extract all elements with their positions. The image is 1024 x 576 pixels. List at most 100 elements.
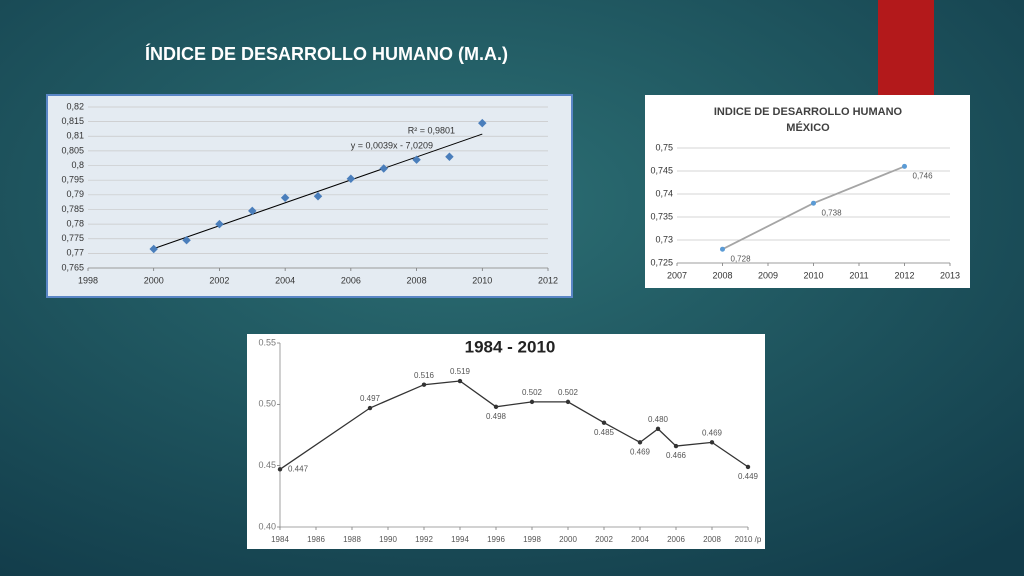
- data-label: 0.469: [702, 428, 723, 437]
- data-label: 0.516: [414, 371, 435, 380]
- point: [421, 382, 427, 387]
- point: [379, 164, 388, 173]
- x-tick-label: 2008: [703, 535, 721, 544]
- y-tick-label: 0,77: [66, 248, 84, 258]
- x-tick-label: 2006: [341, 275, 361, 285]
- point: [346, 174, 356, 183]
- y-tick-label: 0.40: [258, 521, 276, 531]
- y-tick-label: 0,775: [61, 233, 84, 243]
- data-label: 0.449: [738, 472, 759, 481]
- y-tick-label: 0,765: [61, 262, 84, 272]
- point: [215, 219, 224, 229]
- x-tick-label: 1998: [78, 275, 98, 285]
- y-tick-label: 0,745: [650, 165, 673, 175]
- y-tick-label: 0.55: [258, 337, 276, 347]
- chart-panel: [46, 94, 573, 298]
- data-label: 0.469: [630, 447, 651, 456]
- trendline: [153, 133, 483, 250]
- x-tick-label: 1998: [523, 535, 541, 544]
- y-tick-label: 0,78: [66, 218, 84, 228]
- point: [709, 440, 715, 445]
- y-tick-label: 0,79: [66, 189, 84, 199]
- x-tick-label: 2010: [472, 275, 492, 285]
- data-label: 0.447: [288, 464, 309, 473]
- data-label: 0.498: [486, 412, 507, 421]
- x-tick-label: 2012: [894, 270, 914, 280]
- point: [412, 155, 421, 164]
- x-tick-label: 2011: [849, 270, 868, 280]
- y-tick-label: 0,735: [650, 211, 673, 221]
- x-tick-label: 2010 /p: [735, 535, 762, 544]
- point: [277, 467, 283, 472]
- data-label: 0.519: [450, 367, 471, 376]
- x-tick-label: 1984: [271, 535, 289, 544]
- point: [601, 420, 607, 425]
- x-tick-label: 1994: [451, 535, 469, 544]
- y-tick-label: 0.50: [258, 399, 276, 409]
- y-tick-label: 0,815: [61, 116, 84, 126]
- x-tick-label: 2006: [667, 535, 685, 544]
- data-label: 0,728: [731, 254, 752, 263]
- point: [313, 192, 323, 201]
- point: [280, 193, 290, 202]
- data-label: 0.497: [360, 394, 381, 403]
- x-tick-label: 1986: [307, 535, 325, 544]
- y-tick-label: 0,8: [71, 160, 84, 170]
- data-label: 0,746: [913, 172, 934, 181]
- point: [902, 163, 907, 169]
- x-tick-label: 2012: [538, 275, 558, 285]
- data-label: 0.502: [558, 388, 579, 397]
- point: [720, 246, 725, 252]
- y-tick-label: 0,74: [655, 188, 673, 198]
- x-tick-label: 2010: [803, 270, 823, 280]
- point: [565, 399, 571, 405]
- point: [745, 464, 751, 470]
- x-tick-label: 2004: [275, 275, 295, 285]
- point: [367, 405, 373, 411]
- chart-title: ÍNDICE DE DESARROLLO HUMANO (M.A.): [145, 43, 508, 64]
- data-label: 0.485: [594, 428, 615, 437]
- y-tick-label: 0,795: [61, 175, 84, 185]
- chart-title: INDICE DE DESARROLLO HUMANO: [714, 106, 903, 118]
- data-label: 0.480: [648, 415, 669, 424]
- point: [673, 443, 679, 449]
- x-tick-label: 2000: [144, 275, 164, 285]
- point: [149, 244, 158, 254]
- x-tick-label: 2007: [667, 270, 687, 280]
- y-tick-label: 0,75: [655, 142, 673, 152]
- y-tick-label: 0,73: [655, 234, 673, 244]
- x-tick-label: 2009: [758, 270, 778, 280]
- chart-panel: [247, 334, 765, 549]
- chart-title: MÉXICO: [786, 121, 830, 134]
- x-tick-label: 1996: [487, 535, 505, 544]
- x-tick-label: 2008: [407, 275, 427, 285]
- accent-bar: [878, 0, 934, 95]
- y-tick-label: 0,725: [650, 257, 673, 267]
- y-tick-label: 0,82: [66, 101, 84, 111]
- x-tick-label: 1990: [379, 535, 397, 544]
- point: [493, 404, 499, 409]
- y-tick-label: 0.45: [258, 460, 276, 470]
- annotation: R² = 0,9801: [408, 125, 455, 135]
- point: [248, 206, 257, 216]
- chart-panel: [645, 95, 970, 288]
- x-tick-label: 2000: [559, 535, 577, 544]
- point: [457, 378, 463, 384]
- y-tick-label: 0,81: [66, 131, 84, 141]
- point: [182, 235, 191, 245]
- point: [445, 152, 454, 162]
- annotation: y = 0,0039x - 7,0209: [351, 140, 433, 150]
- point: [637, 440, 643, 445]
- x-tick-label: 1992: [415, 535, 433, 544]
- x-tick-label: 2002: [595, 535, 613, 544]
- x-tick-label: 1988: [343, 535, 361, 544]
- y-tick-label: 0,785: [61, 204, 84, 214]
- point: [655, 426, 661, 432]
- point: [529, 399, 535, 405]
- x-tick-label: 2002: [209, 275, 229, 285]
- point: [478, 118, 487, 128]
- y-tick-label: 0,805: [61, 145, 84, 155]
- x-tick-label: 2008: [712, 270, 732, 280]
- x-tick-label: 2013: [940, 270, 960, 280]
